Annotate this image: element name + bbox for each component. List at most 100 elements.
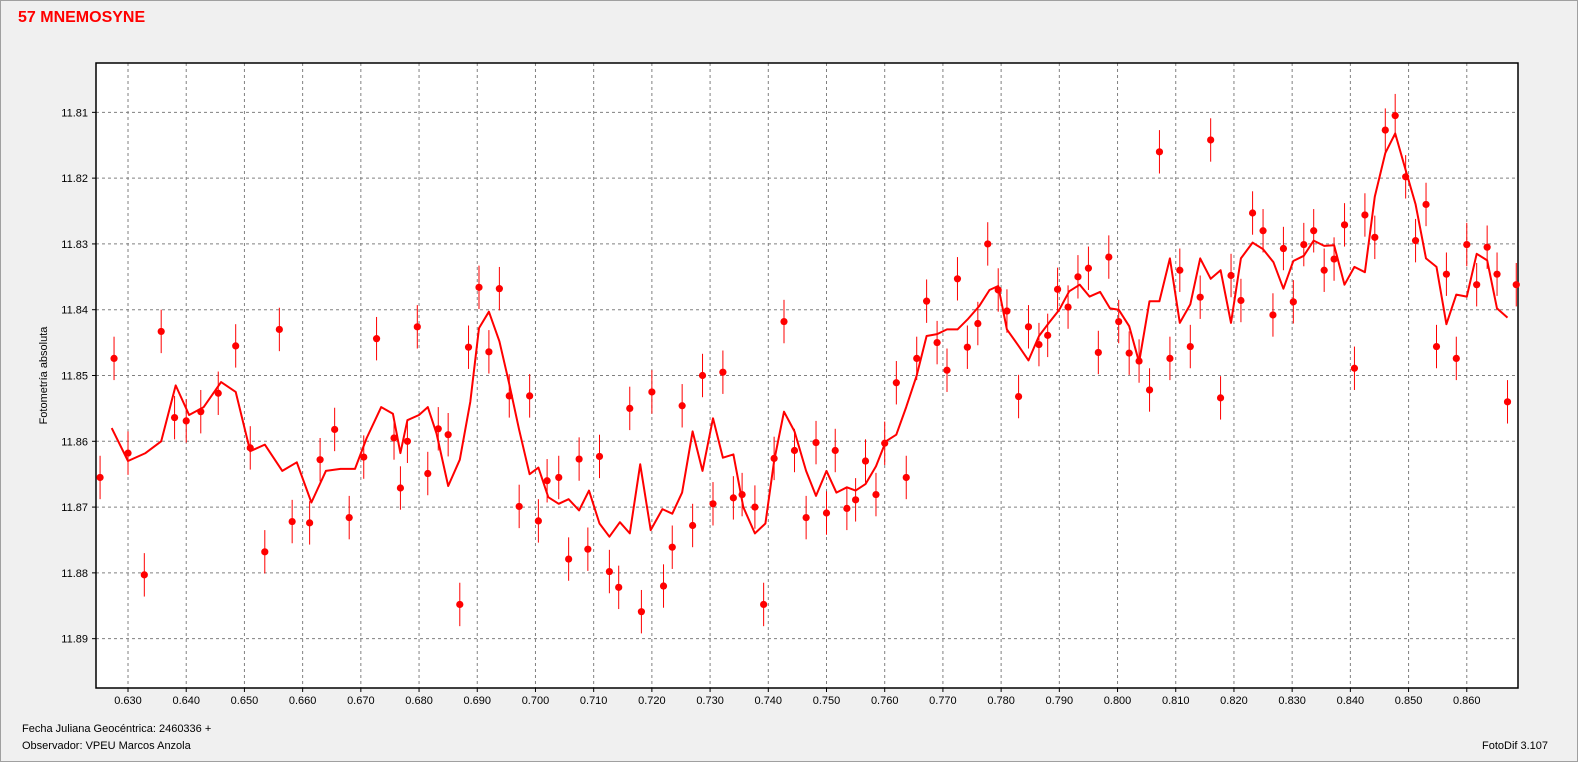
data-point <box>1176 266 1184 274</box>
data-point <box>751 503 759 511</box>
data-point <box>1381 126 1389 134</box>
data-point <box>1361 211 1369 219</box>
x-tick-label: 0.640 <box>172 695 200 707</box>
data-point <box>1227 271 1235 280</box>
data-point <box>1483 243 1491 251</box>
data-point <box>331 425 339 434</box>
data-point <box>485 348 493 356</box>
data-point <box>933 339 941 347</box>
data-point <box>1064 303 1072 311</box>
data-point <box>1512 281 1520 289</box>
data-point <box>892 379 900 387</box>
data-point <box>738 490 746 499</box>
data-point <box>345 514 353 522</box>
data-point <box>852 496 860 504</box>
data-point <box>360 453 368 461</box>
data-point <box>413 323 421 331</box>
data-point <box>1473 281 1481 289</box>
data-point <box>678 402 686 410</box>
data-point <box>1196 293 1204 301</box>
data-point <box>534 517 542 525</box>
data-point <box>1248 209 1257 217</box>
data-point <box>555 473 563 482</box>
data-point <box>923 297 931 305</box>
data-point <box>232 342 240 350</box>
data-point <box>843 504 851 512</box>
data-point <box>316 456 324 464</box>
x-tick-label: 0.820 <box>1220 695 1248 707</box>
data-point <box>605 567 613 576</box>
data-point <box>1053 285 1062 293</box>
data-point <box>963 343 971 351</box>
x-tick-label: 0.830 <box>1278 695 1306 707</box>
data-point <box>760 600 768 609</box>
x-tick-label: 0.660 <box>289 695 317 707</box>
data-point <box>1074 273 1082 281</box>
data-point <box>543 477 551 485</box>
data-point <box>390 434 398 442</box>
x-tick-label: 0.840 <box>1337 695 1365 707</box>
y-tick-label: 11.85 <box>61 371 88 383</box>
data-point <box>396 484 405 492</box>
data-point <box>261 548 269 556</box>
data-point <box>780 317 788 326</box>
data-point <box>1145 386 1154 394</box>
data-point <box>246 444 254 452</box>
data-point <box>495 285 503 293</box>
x-tick-label: 0.780 <box>987 695 1015 707</box>
data-point <box>1391 112 1399 120</box>
data-point <box>526 392 534 400</box>
data-point <box>275 325 283 334</box>
data-point <box>974 319 982 328</box>
data-point <box>1094 348 1102 357</box>
x-tick-label: 0.760 <box>871 695 899 707</box>
data-point <box>505 392 513 400</box>
data-point <box>1320 266 1328 274</box>
data-point <box>659 582 668 590</box>
data-point <box>1402 173 1410 181</box>
data-point <box>1340 221 1349 229</box>
data-point <box>456 600 464 609</box>
data-point <box>1310 227 1318 235</box>
data-point <box>1442 270 1451 278</box>
data-point <box>170 414 179 422</box>
data-point <box>1452 354 1460 362</box>
series-line <box>110 132 1509 538</box>
data-point <box>637 608 646 616</box>
data-point <box>1422 200 1430 209</box>
chart-title: 57 MNEMOSYNE <box>18 9 146 26</box>
data-point <box>1300 240 1308 249</box>
data-point <box>719 368 727 376</box>
x-tick-label: 0.740 <box>755 695 783 707</box>
data-point <box>668 543 676 551</box>
data-point <box>770 454 778 462</box>
x-tick-label: 0.860 <box>1453 695 1481 707</box>
y-tick-label: 11.89 <box>61 634 88 646</box>
x-tick-label: 0.710 <box>580 695 608 707</box>
data-point <box>1186 342 1194 351</box>
data-point <box>802 514 810 522</box>
data-point <box>615 583 623 591</box>
x-tick-label: 0.800 <box>1104 695 1132 707</box>
data-point <box>584 545 592 553</box>
data-point <box>434 425 442 433</box>
data-point <box>626 404 634 412</box>
data-point <box>953 275 962 283</box>
data-point <box>595 452 604 461</box>
y-tick-label: 11.84 <box>61 305 88 317</box>
y-axis-label: Fotometría absoluta <box>38 326 50 425</box>
x-tick-label: 0.630 <box>114 695 142 707</box>
data-point <box>822 509 831 517</box>
data-point <box>1503 398 1512 406</box>
data-point <box>1330 255 1338 263</box>
x-tick-label: 0.700 <box>522 695 550 707</box>
data-point <box>1216 394 1225 402</box>
julian-date-label: Fecha Juliana Geocéntrica: 2460336 + <box>22 723 212 735</box>
x-tick-label: 0.850 <box>1395 695 1423 707</box>
grid <box>92 63 1518 692</box>
data-point <box>831 446 839 455</box>
data-point <box>1155 148 1164 156</box>
data-point <box>1135 357 1143 365</box>
data-point <box>403 437 412 445</box>
